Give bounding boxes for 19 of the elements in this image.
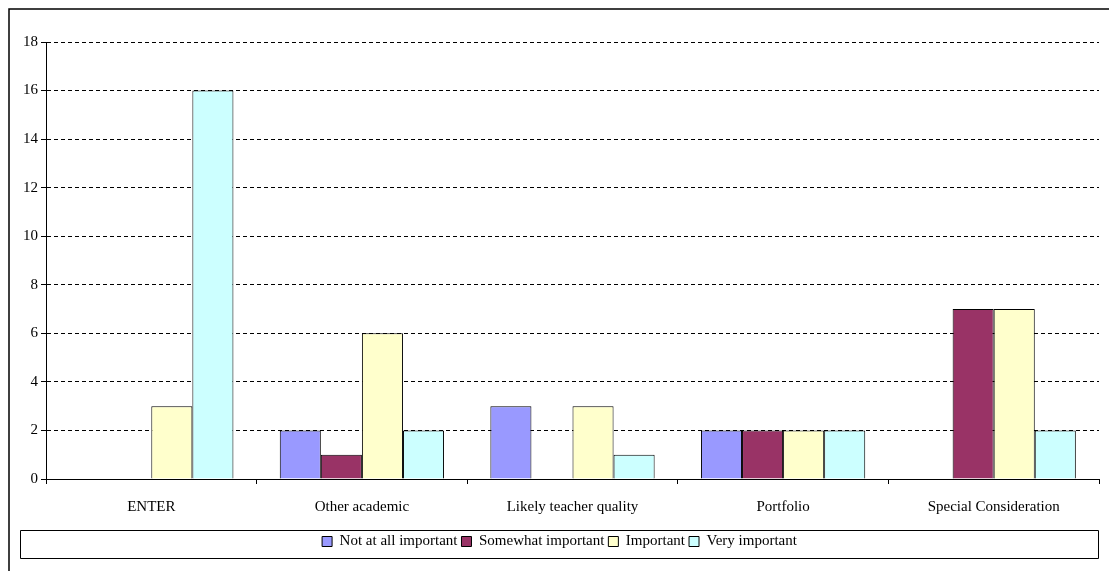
x-tick-label: Other academic — [314, 497, 410, 514]
x-tick-label: Special Consideration — [927, 497, 1061, 514]
x-tick-label: Likely teacher quality — [506, 497, 639, 514]
y-tick-label: 10 — [23, 227, 38, 244]
y-tick-label: 0 — [30, 469, 38, 486]
y-tick-label: 18 — [23, 32, 38, 49]
x-tick-label: Portfolio — [756, 497, 810, 514]
y-tick-label: 6 — [30, 324, 39, 341]
y-tick-label: 2 — [30, 421, 38, 438]
y-tick-label: 12 — [23, 178, 38, 195]
y-tick-label: 8 — [30, 275, 38, 292]
legend-label: Not at all important — [339, 532, 459, 549]
x-tick-label: ENTER — [127, 497, 176, 514]
legend-label: Very important — [706, 532, 798, 549]
y-tick-label: 4 — [30, 372, 39, 389]
y-tick-label: 16 — [23, 81, 39, 98]
legend-label: Important — [625, 532, 686, 549]
y-tick-label: 14 — [23, 130, 39, 147]
legend-label: Somewhat important — [478, 532, 606, 549]
